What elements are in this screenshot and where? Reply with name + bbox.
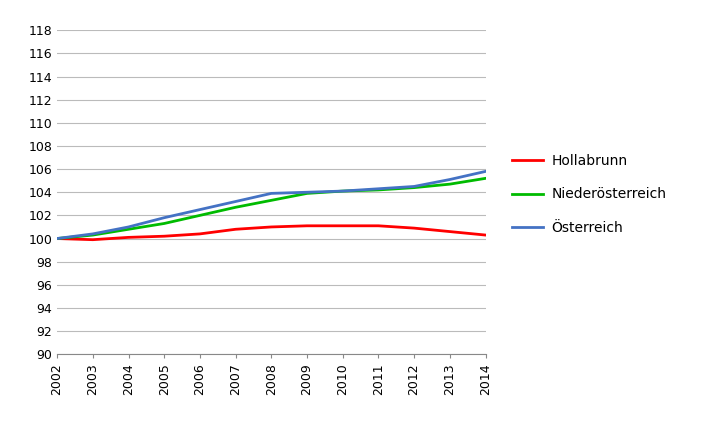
Legend: Hollabrunn, Niederösterreich, Österreich: Hollabrunn, Niederösterreich, Österreich <box>507 149 672 240</box>
